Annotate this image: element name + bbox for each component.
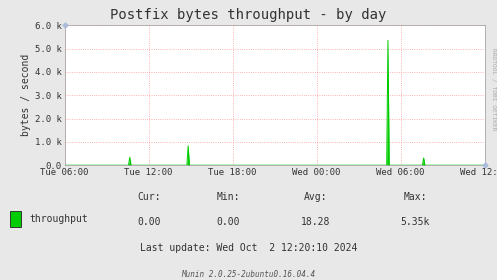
Text: Min:: Min: xyxy=(217,192,241,202)
Text: throughput: throughput xyxy=(30,214,88,224)
Text: Avg:: Avg: xyxy=(304,192,328,202)
Y-axis label: bytes / second: bytes / second xyxy=(21,54,31,136)
Text: Munin 2.0.25-2ubuntu0.16.04.4: Munin 2.0.25-2ubuntu0.16.04.4 xyxy=(181,270,316,279)
Text: Cur:: Cur: xyxy=(137,192,161,202)
Text: 5.35k: 5.35k xyxy=(400,217,430,227)
Text: Last update: Wed Oct  2 12:20:10 2024: Last update: Wed Oct 2 12:20:10 2024 xyxy=(140,242,357,253)
Text: 0.00: 0.00 xyxy=(217,217,241,227)
Text: Max:: Max: xyxy=(403,192,427,202)
Text: RRDTOOL / TOBI OETIKER: RRDTOOL / TOBI OETIKER xyxy=(491,48,496,131)
Text: 18.28: 18.28 xyxy=(301,217,331,227)
Text: Postfix bytes throughput - by day: Postfix bytes throughput - by day xyxy=(110,8,387,22)
Text: 0.00: 0.00 xyxy=(137,217,161,227)
